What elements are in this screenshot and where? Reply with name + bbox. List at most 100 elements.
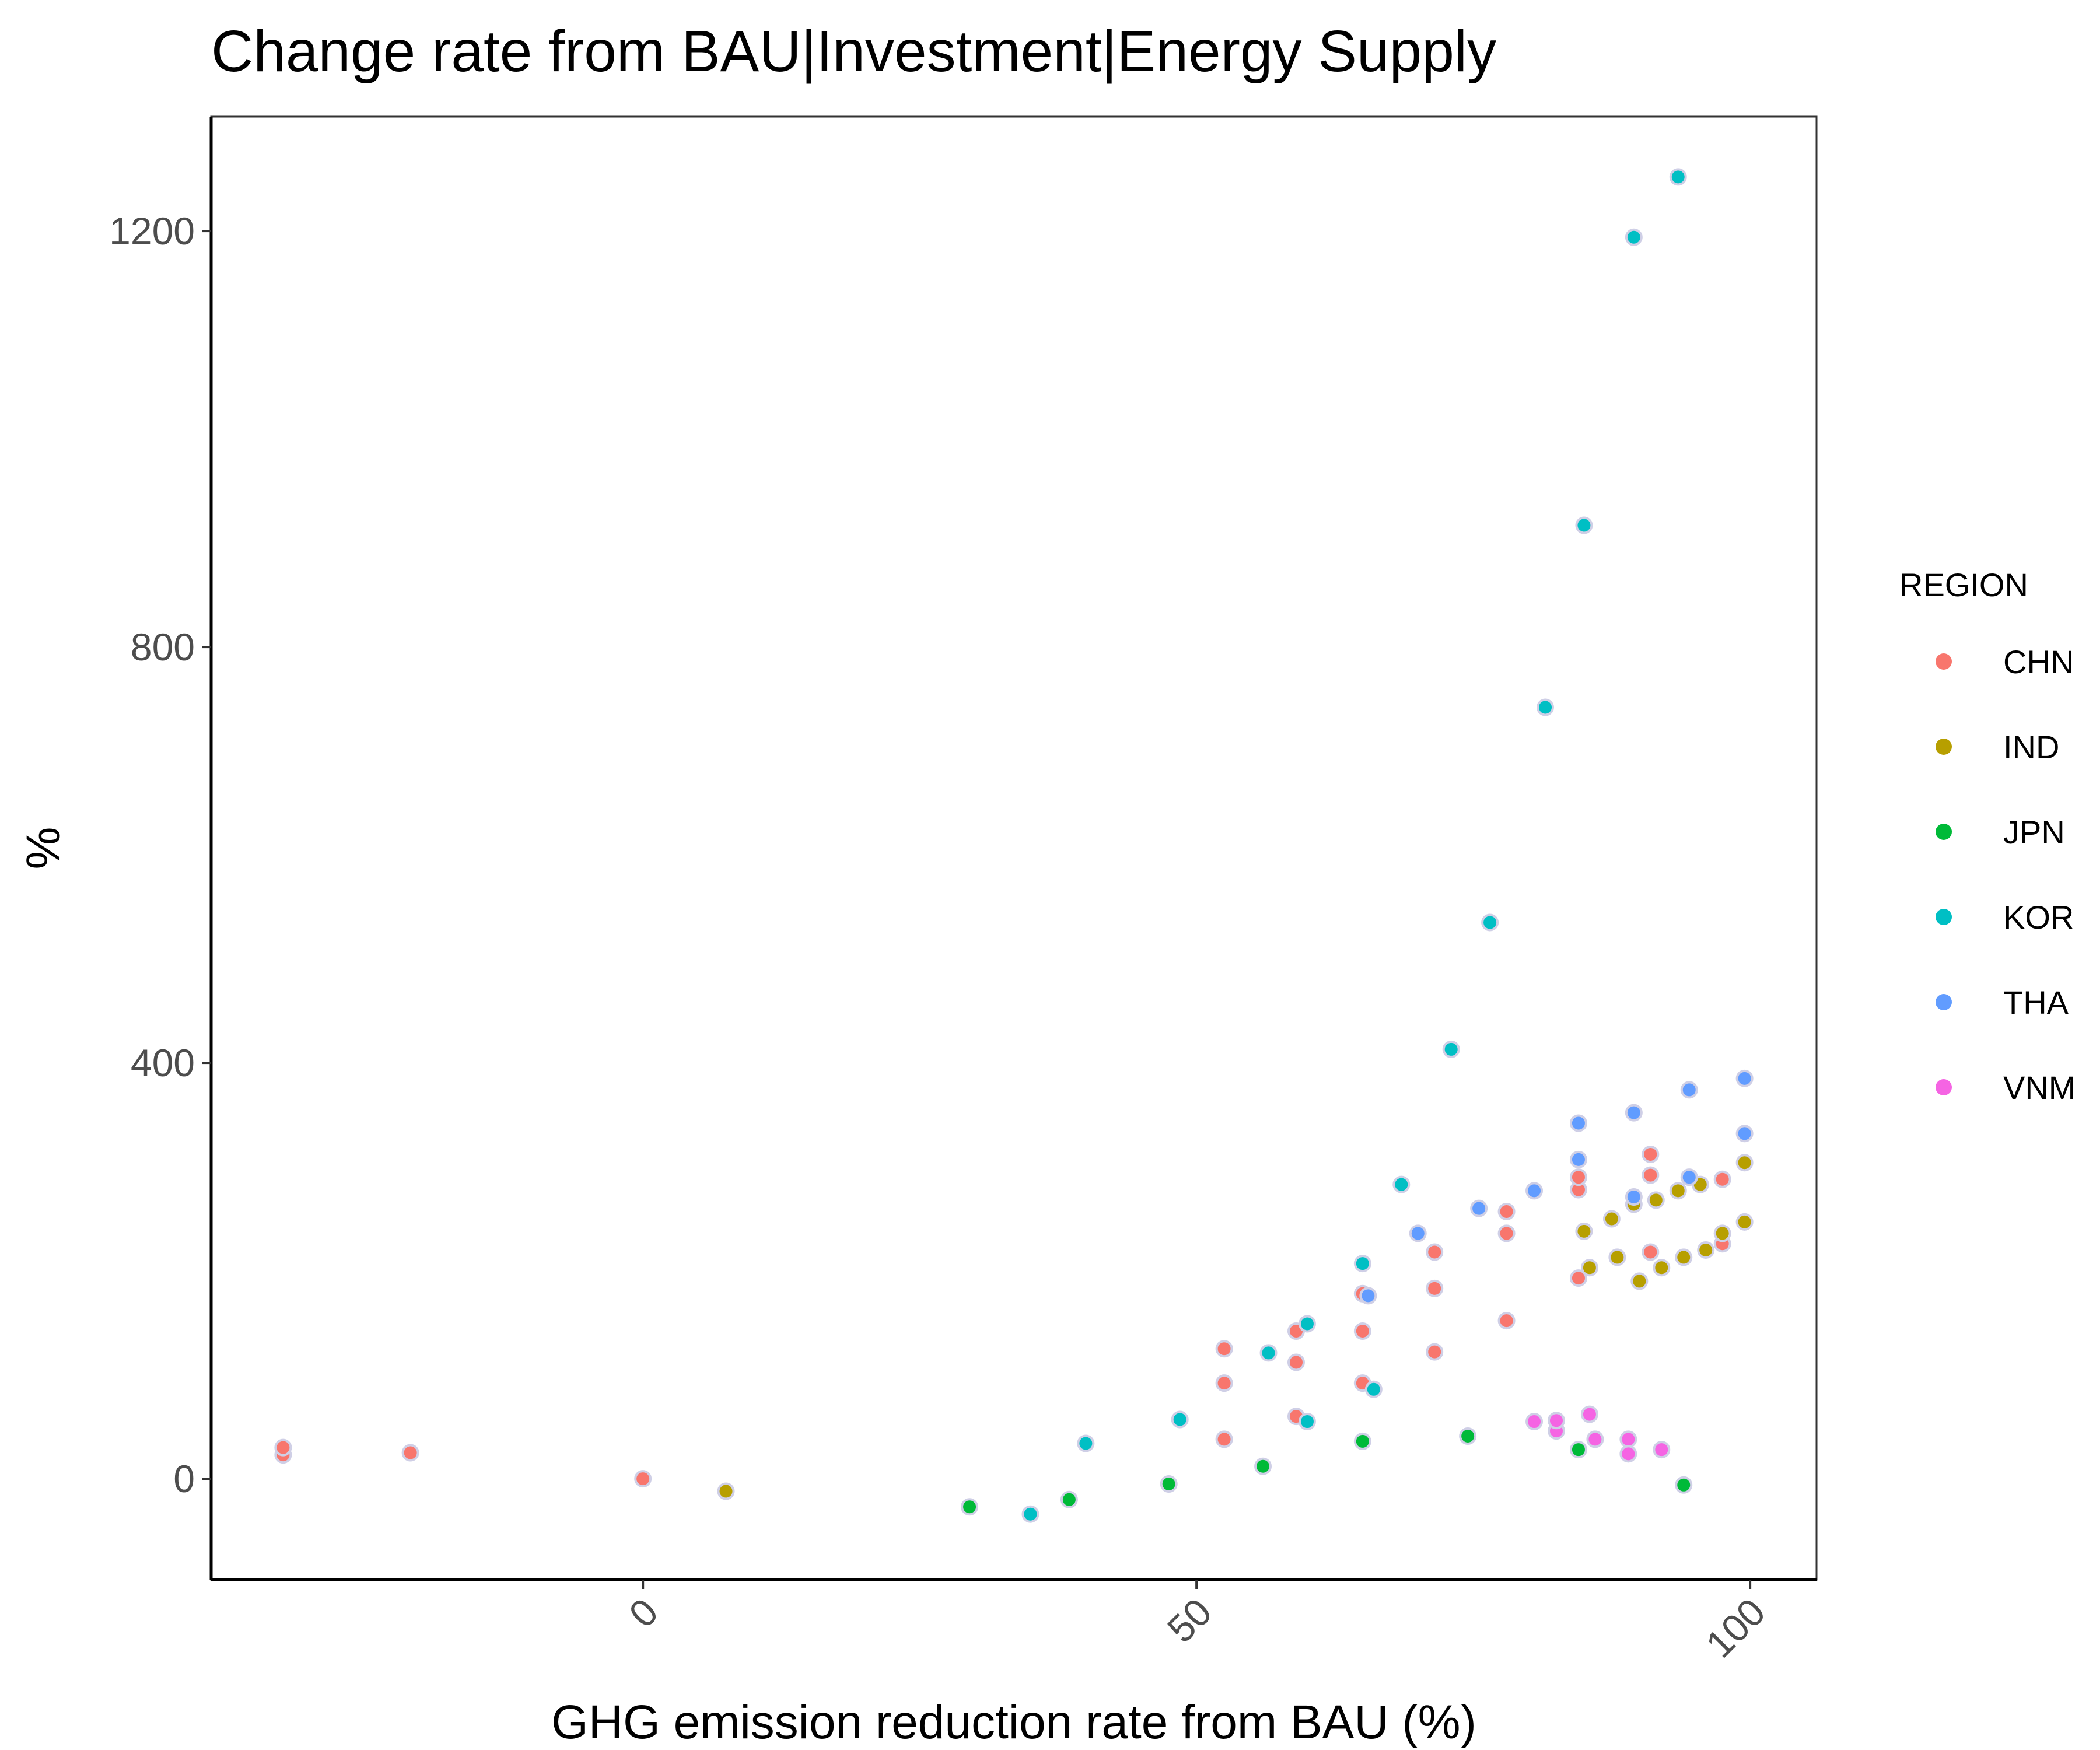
data-point-vnm	[1525, 1413, 1544, 1431]
legend: REGION CHN IND JPN KOR THA VNM	[1899, 566, 2076, 1106]
data-point-kor	[1298, 1315, 1316, 1333]
data-point-chn	[1287, 1353, 1305, 1371]
data-point-tha	[1735, 1125, 1754, 1143]
data-point-ind	[1697, 1241, 1715, 1259]
data-point-chn	[1497, 1312, 1516, 1330]
legend-title: REGION	[1899, 566, 2028, 603]
data-point-kor	[1536, 698, 1555, 716]
data-point-chn	[1713, 1170, 1731, 1188]
y-axis-title: %	[17, 827, 70, 870]
data-point-chn	[1642, 1166, 1660, 1184]
legend-label-ind: IND	[2003, 729, 2059, 765]
legend-key-chn	[1936, 653, 1952, 670]
data-point-chn	[1353, 1322, 1371, 1340]
data-point-vnm	[1580, 1405, 1598, 1423]
data-point-jpn	[1060, 1490, 1078, 1508]
data-point-ind	[1575, 1222, 1593, 1240]
data-point-chn	[1215, 1430, 1233, 1448]
legend-label-vnm: VNM	[2003, 1069, 2076, 1106]
plot-panel	[210, 116, 1818, 1581]
data-point-tha	[1680, 1081, 1698, 1099]
data-point-kor	[1625, 228, 1643, 246]
data-point-jpn	[1569, 1441, 1587, 1459]
data-point-ind	[1647, 1191, 1665, 1209]
data-point-ind	[1735, 1213, 1754, 1231]
data-point-ind	[1608, 1248, 1626, 1266]
y-tick-label: 0	[173, 1457, 195, 1500]
data-point-chn	[1426, 1243, 1444, 1261]
data-point-jpn	[1160, 1475, 1178, 1493]
legend-label-chn: CHN	[2003, 643, 2074, 680]
data-point-vnm	[1619, 1445, 1637, 1463]
data-point-tha	[1680, 1168, 1698, 1186]
data-point-tha	[1735, 1069, 1754, 1087]
data-point-tha	[1625, 1104, 1643, 1122]
data-point-chn	[634, 1470, 652, 1488]
data-point-ind	[1669, 1182, 1687, 1200]
legend-label-kor: KOR	[2003, 899, 2074, 936]
data-point-kor	[1077, 1434, 1095, 1452]
data-point-ind	[1653, 1259, 1671, 1277]
data-point-kor	[1481, 914, 1499, 932]
data-point-chn	[401, 1444, 419, 1462]
data-point-kor	[1021, 1505, 1040, 1523]
data-points	[274, 168, 1754, 1523]
data-point-ind	[1735, 1154, 1754, 1172]
data-point-chn	[1215, 1374, 1233, 1392]
data-point-kor	[1171, 1410, 1189, 1429]
legend-key-vnm	[1936, 1079, 1952, 1096]
y-tick-label: 800	[131, 625, 195, 668]
data-point-kor	[1298, 1413, 1316, 1431]
legend-key-ind	[1936, 738, 1952, 755]
data-point-ind	[1675, 1248, 1693, 1266]
data-point-vnm	[1586, 1430, 1604, 1448]
data-point-chn	[1642, 1243, 1660, 1261]
data-point-jpn	[1254, 1457, 1272, 1475]
legend-key-kor	[1936, 909, 1952, 925]
data-point-ind	[717, 1482, 735, 1500]
x-axis-title: GHG emission reduction rate from BAU (%)	[551, 1696, 1476, 1749]
chart-title: Change rate from BAU|Investment|Energy S…	[211, 19, 1496, 84]
data-point-ind	[1630, 1272, 1648, 1290]
data-point-chn	[1569, 1168, 1587, 1186]
data-point-kor	[1364, 1380, 1382, 1398]
data-point-ind	[1602, 1210, 1620, 1228]
data-point-chn	[1426, 1279, 1444, 1297]
data-point-jpn	[1459, 1427, 1477, 1446]
data-point-jpn	[1675, 1476, 1693, 1494]
data-point-ind	[1580, 1259, 1598, 1277]
legend-key-tha	[1936, 994, 1952, 1010]
data-point-vnm	[1547, 1412, 1565, 1430]
data-point-kor	[1669, 168, 1687, 186]
data-point-chn	[1215, 1340, 1233, 1358]
data-point-chn	[1426, 1343, 1444, 1361]
data-point-vnm	[1619, 1430, 1637, 1448]
data-point-chn	[274, 1438, 292, 1457]
data-point-chn	[1497, 1202, 1516, 1220]
data-point-jpn	[1353, 1432, 1371, 1450]
data-point-tha	[1359, 1287, 1377, 1305]
data-point-ind	[1713, 1224, 1731, 1242]
data-point-tha	[1569, 1150, 1587, 1168]
data-point-tha	[1470, 1199, 1488, 1217]
data-point-kor	[1442, 1040, 1460, 1058]
legend-label-tha: THA	[2003, 984, 2069, 1021]
data-point-chn	[1642, 1145, 1660, 1163]
data-point-tha	[1625, 1188, 1643, 1206]
y-tick-label: 1200	[109, 209, 195, 253]
data-point-kor	[1353, 1255, 1371, 1273]
data-point-kor	[1392, 1175, 1410, 1194]
data-point-tha	[1409, 1224, 1427, 1242]
data-point-chn	[1569, 1269, 1587, 1287]
data-point-tha	[1525, 1182, 1544, 1200]
legend-key-jpn	[1936, 824, 1952, 840]
legend-label-jpn: JPN	[2003, 814, 2065, 850]
data-point-tha	[1569, 1114, 1587, 1132]
data-point-kor	[1259, 1344, 1278, 1362]
data-point-vnm	[1653, 1441, 1671, 1459]
data-point-jpn	[961, 1498, 979, 1516]
y-tick-label: 400	[131, 1041, 195, 1084]
data-point-kor	[1575, 516, 1593, 534]
y-axis-ticks: 0 400 800 1200	[109, 209, 211, 1500]
